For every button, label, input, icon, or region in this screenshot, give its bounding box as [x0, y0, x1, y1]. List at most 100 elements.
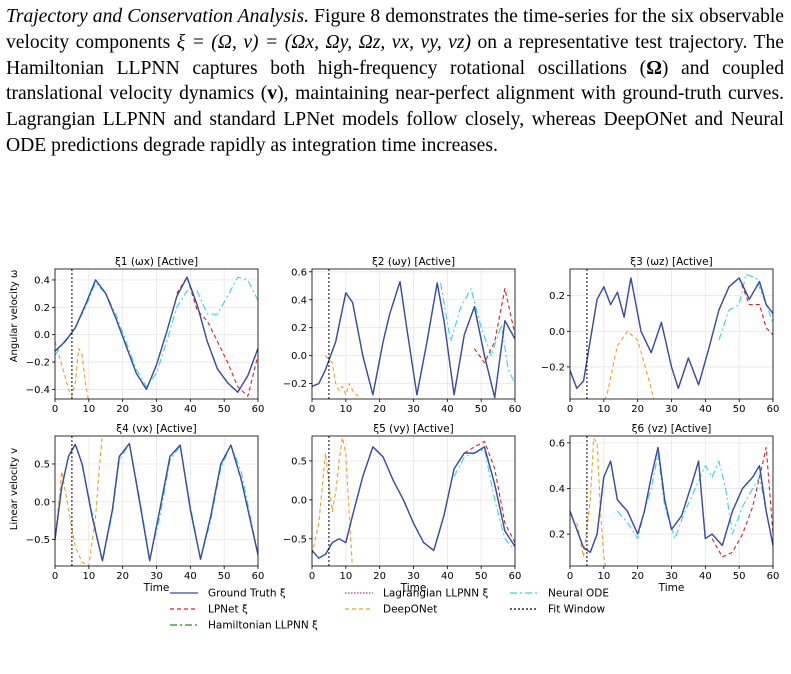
y-tick-label: 0.4: [34, 275, 50, 286]
series-line-neural-ode: [55, 276, 258, 388]
x-tick-label: 20: [631, 404, 644, 415]
x-tick-label: 0: [309, 404, 315, 415]
series-group: [55, 436, 258, 566]
y-tick-label: 0.6: [291, 267, 307, 278]
series-group: [55, 276, 258, 399]
y-tick-label: −0.5: [26, 535, 50, 546]
panel-2: 0 10 20 30 40 50 60 −0.2 0.0 0.2 0.4 0.6 ξ2 (ωy) [Ac…: [283, 256, 522, 415]
panel-6: 0 10 20 30 40 50 60 0.2 0.4 0.6 ξ6 (vz) [Active] Ti…: [549, 423, 779, 594]
y-tick-label: −0.4: [26, 385, 50, 396]
y-tick-label: 0.6: [549, 438, 565, 449]
math-xi-definition: ξ = (Ω, v) = (Ωx, Ωy, Ωz, vx, vy, vz): [176, 31, 472, 53]
legend-label: DeepONet: [383, 604, 437, 616]
x-tick-label: 20: [116, 404, 129, 415]
y-tick-label: 0.0: [549, 327, 565, 338]
x-tick-label: 50: [733, 404, 746, 415]
x-tick-label: 60: [509, 404, 522, 415]
x-tick-label: 40: [184, 571, 197, 582]
x-tick-label: 0: [52, 571, 58, 582]
y-tick-label: −0.5: [283, 534, 307, 545]
series-line-deeponet: [55, 436, 103, 566]
series-line-ground-truth: [55, 442, 258, 562]
y-tick-label: 0.0: [291, 495, 307, 506]
x-tick-label: 10: [339, 571, 352, 582]
panel-title: ξ3 (ωz) [Active]: [630, 256, 712, 268]
panel-title: ξ2 (ωy) [Active]: [372, 256, 455, 268]
x-tick-label: 50: [475, 404, 488, 415]
x-tick-label: 40: [699, 571, 712, 582]
paragraph-lead: Trajectory and Conservation Analysis.: [6, 6, 309, 27]
series-line-neural-ode: [440, 282, 515, 384]
panel-title: ξ1 (ωx) [Active]: [115, 256, 198, 268]
panel-4: 0 10 20 30 40 50 60 −0.5 0.0 0.5 ξ4 (vx) [Active] T…: [26, 423, 265, 594]
legend-item: Neural ODE: [510, 588, 609, 600]
x-axis-label: Time: [658, 582, 685, 594]
x-tick-label: 60: [252, 404, 265, 415]
x-tick-label: 0: [52, 404, 58, 415]
x-tick-label: 0: [567, 571, 573, 582]
x-tick-label: 20: [373, 571, 386, 582]
x-tick-label: 30: [150, 404, 163, 415]
legend-label: Ground Truth ξ: [208, 588, 286, 600]
paragraph-text-2: on a representative test trajectory. The…: [6, 31, 784, 79]
x-tick-label: 20: [373, 404, 386, 415]
x-tick-label: 40: [699, 404, 712, 415]
series-line-deeponet: [55, 341, 89, 399]
series-line-neural-ode: [55, 443, 258, 563]
panel-5: 0 10 20 30 40 50 60 −0.5 0.0 0.5 ξ5 (vy) [Active] T…: [283, 423, 522, 594]
x-tick-label: 10: [597, 571, 610, 582]
y-tick-label: 0.4: [291, 295, 307, 306]
panel-3: 0 10 20 30 40 50 60 −0.2 0.0 0.2 ξ3 (ωz) [Active]: [541, 256, 780, 415]
panel-1: 0 10 20 30 40 50 60 −0.4 −0.2 0.0 0.2 0.4 ξ1 (ωx) [A…: [26, 256, 265, 415]
x-tick-label: 30: [665, 571, 678, 582]
x-tick-label: 30: [407, 404, 420, 415]
series-group: [570, 273, 773, 399]
x-tick-label: 50: [218, 404, 231, 415]
legend-item: Lagrangian LLPNN ξ: [345, 588, 488, 600]
math-v: v: [267, 83, 278, 105]
legend-label: LPNet ξ: [208, 604, 248, 616]
y-tick-label: 0.2: [549, 291, 565, 302]
panel-title: ξ6 (vz) [Active]: [632, 423, 712, 435]
series-group: [570, 437, 773, 566]
series-line-deeponet: [576, 437, 607, 566]
series-line-ground-truth: [570, 446, 773, 553]
row-label-linear: Linear velocity v: [9, 448, 20, 531]
series-group: [312, 437, 515, 566]
row-label-angular: Angular velocity ω: [9, 270, 20, 363]
x-tick-label: 30: [407, 571, 420, 582]
velocity-figure: Angular velocity ω Linear velocity v 0 10…: [9, 256, 780, 632]
series-line-neural-ode: [616, 453, 773, 546]
series-line-ground-truth: [312, 280, 515, 399]
legend-label: Fit Window: [548, 604, 605, 616]
x-tick-label: 30: [665, 404, 678, 415]
series-line-deeponet: [604, 330, 655, 399]
x-tick-label: 0: [309, 571, 315, 582]
x-axis-label: Time: [143, 582, 170, 594]
y-tick-label: −0.2: [26, 358, 50, 369]
paragraph-text-1: Figure 8 demonstrates the time-series fo…: [6, 6, 785, 53]
series-line-neural-ode: [453, 448, 515, 551]
series-line-lpnet: [464, 440, 515, 543]
y-tick-label: 0.0: [291, 351, 307, 362]
x-tick-label: 10: [339, 404, 352, 415]
series-line-ground-truth: [312, 446, 515, 559]
y-tick-label: 0.5: [291, 456, 307, 467]
x-tick-label: 60: [252, 571, 265, 582]
x-tick-label: 40: [184, 404, 197, 415]
legend: Ground Truth ξ LPNet ξ Hamiltonian LLPNN ξ…: [170, 588, 609, 632]
legend-label: Hamiltonian LLPNN ξ: [208, 620, 318, 632]
x-tick-label: 20: [116, 571, 129, 582]
x-tick-label: 10: [82, 571, 95, 582]
x-tick-label: 40: [441, 404, 454, 415]
legend-item: LPNet ξ: [170, 604, 248, 616]
series-line-lpnet: [711, 446, 773, 558]
x-tick-label: 60: [767, 404, 780, 415]
paragraph: Trajectory and Conservation Analysis. Fi…: [6, 4, 784, 159]
y-tick-label: 0.2: [34, 303, 50, 314]
paragraph-text-3: ) and coupled translational velocity dyn…: [6, 57, 784, 105]
x-tick-label: 0: [567, 404, 573, 415]
panel-title: ξ4 (vx) [Active]: [116, 423, 197, 435]
x-axis-label: Time: [400, 582, 427, 594]
math-omega: Ω: [646, 57, 662, 79]
